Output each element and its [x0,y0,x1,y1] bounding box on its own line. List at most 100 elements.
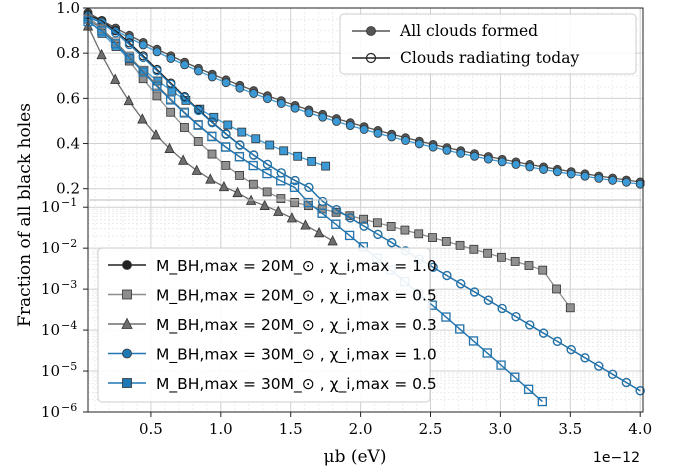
data-point [166,95,176,105]
data-point [263,94,272,104]
data-point [344,230,355,241]
x-tick-label: 1.5 [279,420,303,438]
y-axis-label: Fraction of all black holes [15,103,35,327]
y-tick-label: 10 [41,198,60,216]
data-point [496,360,506,370]
style-legend-item: All clouds formed [352,22,538,40]
data-point [221,160,231,170]
data-point [594,361,604,371]
data-point [166,79,176,89]
series-legend-label: M_BH,max = 30M_⊙ , χ_i,max = 0.5 [156,375,437,394]
data-point [552,284,561,294]
series-legend-item: M_BH,max = 30M_⊙ , χ_i,max = 0.5 [108,375,437,394]
x-tick-label: 1.0 [209,420,233,438]
data-point [510,256,520,266]
data-point [251,134,261,144]
data-point [510,372,520,382]
data-point [607,369,618,379]
data-point [608,175,617,185]
series-legend-item: M_BH,max = 20M_⊙ , χ_i,max = 1.0 [108,257,437,276]
data-point [124,53,134,63]
data-point [304,182,314,193]
data-point [359,221,369,231]
data-point [511,160,521,169]
series-2 [83,10,645,189]
series-layer [82,8,645,407]
data-point [249,89,259,98]
data-point [523,384,534,394]
series-legend-label: M_BH,max = 20M_⊙ , χ_i,max = 0.5 [156,287,437,306]
data-point [482,348,492,358]
data-point [221,78,231,88]
axes: 0.5 1.0 1.5 2.0 2.5 3.0 3.5 4.0 0.2 0.4 0.6 0.8 1.0 1… [41,0,652,438]
data-point [552,167,562,177]
data-point [259,199,270,210]
data-point [372,218,382,228]
data-point [497,157,507,167]
data-point [290,175,300,186]
legend-marker [122,260,132,270]
legend-marker [366,26,376,36]
data-point [511,312,521,322]
data-point [123,94,134,106]
data-point [414,139,424,149]
style-legend: All clouds formed Clouds radiating today [339,13,637,75]
data-point [207,118,217,128]
x-tick-label: 2.5 [419,420,443,438]
data-point [455,240,465,250]
data-point [207,72,217,82]
data-point [152,91,162,101]
y-tick-label: 0.8 [56,44,80,62]
data-point [279,146,289,156]
data-point [497,252,506,262]
data-point [235,83,245,93]
data-point [138,52,148,63]
data-point [387,132,397,142]
data-point [386,222,396,231]
data-point [621,177,631,187]
data-point [286,212,298,223]
data-point [235,140,245,150]
data-point [428,142,438,152]
legend-marker [121,317,133,329]
data-point [566,345,576,355]
x-tick-label: 2.0 [349,420,373,438]
data-point [483,295,493,305]
series-legend-box [97,247,431,403]
data-point [373,128,383,138]
data-point [110,73,121,84]
data-point [317,208,327,218]
data-point [345,213,355,223]
data-point [221,142,231,152]
series-legend: M_BH,max = 20M_⊙ , χ_i,max = 1.0 M_BH,max… [97,247,437,403]
data-point [525,320,535,330]
data-point [235,171,244,180]
data-point [359,125,369,134]
series-legend-item: M_BH,max = 30M_⊙ , χ_i,max = 1.0 [108,346,437,365]
data-point [166,54,176,63]
data-point [290,103,300,113]
data-point [194,66,203,76]
y-tick-exponent: −6 [61,401,77,414]
data-point [218,180,230,192]
style-legend-box [339,13,637,75]
data-point [265,140,275,150]
data-point [152,47,162,57]
y-tick-label: 10 [41,239,60,257]
data-point [621,377,631,388]
y-tick-label: 0.6 [56,89,80,107]
data-point [209,112,219,122]
data-point [635,386,645,396]
data-point [359,214,369,224]
data-point [276,99,286,108]
data-point [345,121,355,130]
data-point [497,303,507,314]
data-point [456,148,466,158]
data-point [580,171,590,181]
style-legend-item: Clouds radiating today [352,49,579,67]
series-line [87,16,641,392]
x-tick-label: 3.0 [488,420,512,438]
data-point [318,112,328,122]
data-point [124,40,135,50]
data-point [414,229,424,239]
